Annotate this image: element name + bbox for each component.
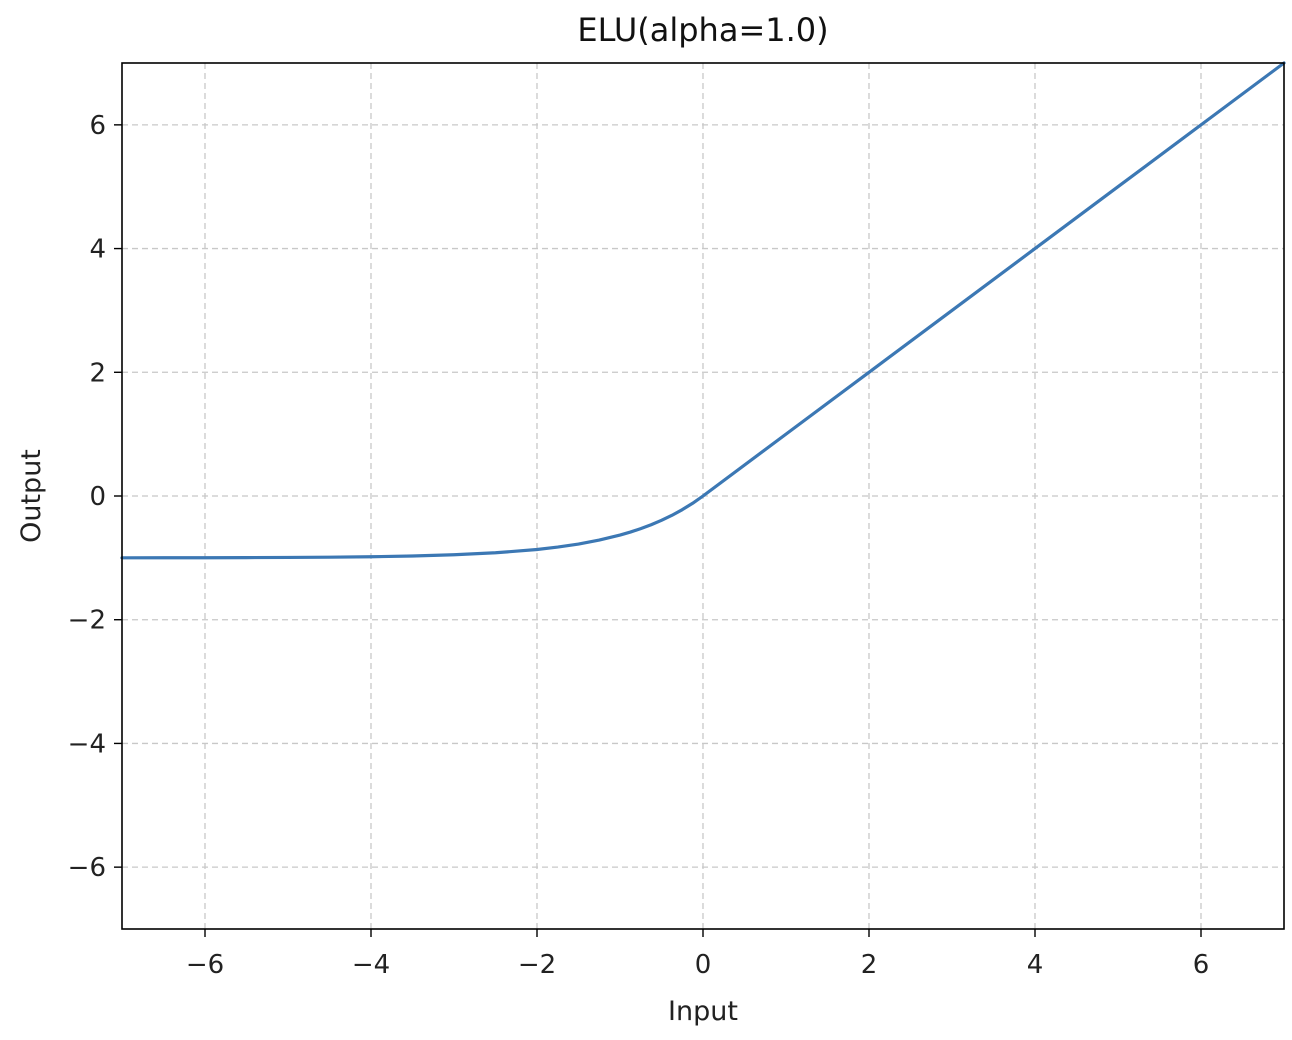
y-axis-label: Output	[16, 449, 47, 543]
y-tick-label: −2	[68, 606, 106, 636]
x-tick-label: 4	[1027, 950, 1044, 980]
y-tick-label: −6	[68, 853, 106, 883]
x-axis-label: Input	[668, 996, 738, 1027]
y-tick-label: 2	[89, 358, 106, 388]
x-tick-label: −2	[518, 950, 556, 980]
x-tick-label: 2	[861, 950, 878, 980]
x-tick-label: −4	[352, 950, 390, 980]
grid-lines	[122, 63, 1284, 929]
series-line	[120, 61, 1286, 560]
x-tick-label: 6	[1193, 950, 1210, 980]
y-tick-label: 4	[89, 235, 106, 265]
y-tick-label: −4	[68, 729, 106, 759]
y-tick-label: 0	[89, 482, 106, 512]
y-tick-label: 6	[89, 111, 106, 141]
data-series-layer	[120, 61, 1286, 560]
x-tick-label: 0	[695, 950, 712, 980]
chart-title: ELU(alpha=1.0)	[577, 11, 828, 49]
y-axis-ticks: −6 −4 −2 0 2 4 6	[68, 111, 122, 883]
x-tick-label: −6	[186, 950, 224, 980]
x-axis-ticks: −6 −4 −2 0 2 4 6	[186, 929, 1209, 980]
